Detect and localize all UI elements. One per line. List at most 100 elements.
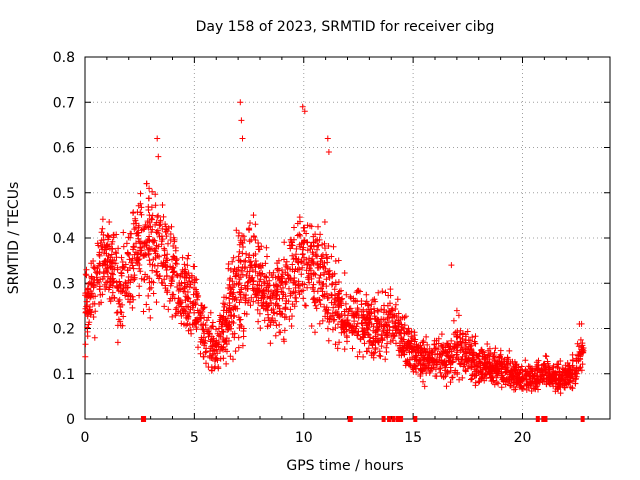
data-point <box>185 252 192 259</box>
data-point <box>289 313 295 320</box>
data-point <box>370 350 377 357</box>
data-point <box>321 260 328 266</box>
data-point <box>88 309 95 316</box>
data-point <box>235 257 242 264</box>
data-point <box>118 254 125 261</box>
data-point <box>129 304 136 311</box>
data-point <box>184 296 191 302</box>
data-point <box>207 309 214 316</box>
data-point <box>339 295 346 302</box>
data-point <box>256 310 263 317</box>
data-point <box>547 373 554 380</box>
data-point <box>153 229 160 236</box>
data-point <box>173 304 180 311</box>
data-point <box>204 328 210 335</box>
data-point <box>190 299 197 306</box>
data-point <box>475 352 482 359</box>
data-point <box>230 356 236 363</box>
data-point <box>428 365 435 372</box>
data-point <box>85 286 91 293</box>
data-point <box>239 271 246 278</box>
data-point <box>405 325 412 332</box>
data-point <box>276 305 283 312</box>
data-point <box>326 319 333 325</box>
data-point <box>120 229 127 236</box>
data-point <box>209 319 216 326</box>
data-point <box>153 299 160 306</box>
data-point <box>133 220 140 227</box>
data-point <box>276 329 283 336</box>
data-point <box>194 307 201 314</box>
data-point <box>324 325 331 332</box>
data-point <box>176 280 183 286</box>
data-point <box>229 258 236 265</box>
data-point <box>289 239 295 246</box>
data-point <box>288 323 295 329</box>
data-point <box>167 231 174 237</box>
data-point <box>280 284 286 291</box>
data-point <box>479 373 485 380</box>
data-point <box>450 317 457 324</box>
data-point <box>130 265 137 272</box>
data-point <box>90 314 97 320</box>
data-point <box>531 380 537 387</box>
data-point <box>299 103 306 110</box>
data-point <box>560 378 567 385</box>
data-point <box>293 251 299 258</box>
data-point <box>419 368 426 375</box>
data-point <box>156 253 163 260</box>
data-point <box>234 305 241 312</box>
data-point <box>109 238 116 245</box>
data-point <box>363 298 370 305</box>
data-point <box>113 309 120 316</box>
data-point <box>256 263 263 270</box>
data-point <box>526 378 533 385</box>
data-point <box>212 342 219 348</box>
data-point <box>406 360 413 367</box>
data-point <box>177 273 184 280</box>
data-point <box>364 314 371 321</box>
data-point <box>411 329 418 336</box>
data-point <box>246 238 253 245</box>
data-point <box>504 360 511 367</box>
data-point <box>395 310 402 317</box>
data-point <box>469 334 476 341</box>
data-point <box>438 357 445 364</box>
data-point <box>120 283 127 290</box>
data-point <box>239 264 246 270</box>
data-point <box>235 314 242 321</box>
data-point <box>153 269 160 276</box>
data-point <box>255 318 262 325</box>
data-point <box>173 261 180 267</box>
data-point <box>279 275 286 282</box>
data-point <box>243 272 250 279</box>
data-point <box>550 383 557 390</box>
data-point <box>439 344 446 350</box>
data-point <box>239 232 246 239</box>
data-point <box>159 202 166 208</box>
data-point <box>136 262 143 268</box>
data-point <box>349 329 356 336</box>
data-point <box>444 368 451 375</box>
data-point <box>291 279 298 286</box>
data-point <box>343 326 350 333</box>
data-point <box>99 216 106 223</box>
y-axis-label: SRMTID / TECUs <box>6 182 22 295</box>
data-point <box>192 286 199 293</box>
data-point <box>354 331 361 338</box>
data-point <box>239 240 246 247</box>
data-point <box>520 385 526 392</box>
zero-mark <box>381 416 386 422</box>
data-point <box>311 270 318 277</box>
data-point <box>258 295 265 302</box>
data-point <box>187 326 194 333</box>
data-point <box>380 309 387 316</box>
data-point <box>126 299 133 306</box>
data-point <box>310 243 317 250</box>
data-point <box>97 291 104 298</box>
data-point <box>299 246 306 253</box>
data-point <box>212 363 219 370</box>
data-point <box>573 375 579 382</box>
data-point <box>164 251 171 258</box>
data-point <box>145 224 152 231</box>
